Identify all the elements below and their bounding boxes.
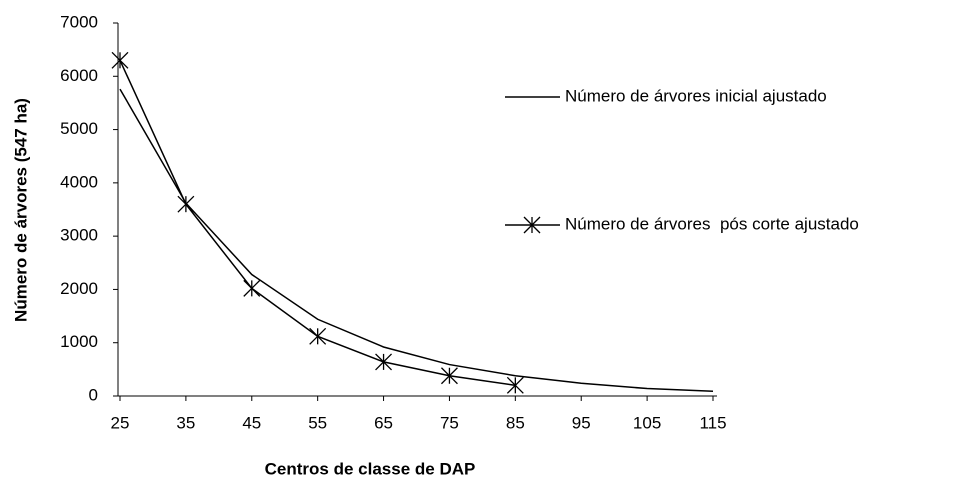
x-tick-label: 25 bbox=[111, 413, 130, 432]
y-tick-label: 7000 bbox=[60, 12, 98, 31]
marker bbox=[177, 195, 195, 213]
marker bbox=[506, 376, 524, 394]
y-tick-label: 5000 bbox=[60, 119, 98, 138]
y-tick-label: 1000 bbox=[60, 332, 98, 351]
marker bbox=[523, 216, 541, 234]
x-tick-label: 55 bbox=[308, 413, 327, 432]
x-tick-label: 95 bbox=[572, 413, 591, 432]
x-tick-label: 45 bbox=[242, 413, 261, 432]
y-tick-label: 6000 bbox=[60, 66, 98, 85]
legend-label: Número de árvores inicial ajustado bbox=[565, 86, 827, 105]
x-tick-label: 85 bbox=[506, 413, 525, 432]
y-tick-label: 3000 bbox=[60, 226, 98, 245]
series-line bbox=[119, 88, 714, 392]
x-tick-label: 65 bbox=[374, 413, 393, 432]
marker bbox=[243, 279, 261, 297]
x-tick-label: 35 bbox=[176, 413, 195, 432]
marker bbox=[440, 367, 458, 385]
y-tick-label: 0 bbox=[89, 385, 98, 404]
y-tick-label: 4000 bbox=[60, 172, 98, 191]
y-tick-label: 2000 bbox=[60, 279, 98, 298]
marker bbox=[309, 327, 327, 345]
legend-label: Número de árvores pós corte ajustado bbox=[565, 214, 859, 233]
x-tick-label: 75 bbox=[440, 413, 459, 432]
y-axis-title: Número de árvores (547 ha) bbox=[11, 98, 30, 322]
x-tick-label: 105 bbox=[633, 413, 661, 432]
x-tick-label: 115 bbox=[699, 413, 726, 432]
x-axis-title: Centros de classe de DAP bbox=[265, 459, 476, 478]
marker bbox=[375, 353, 393, 371]
marker bbox=[111, 51, 129, 69]
